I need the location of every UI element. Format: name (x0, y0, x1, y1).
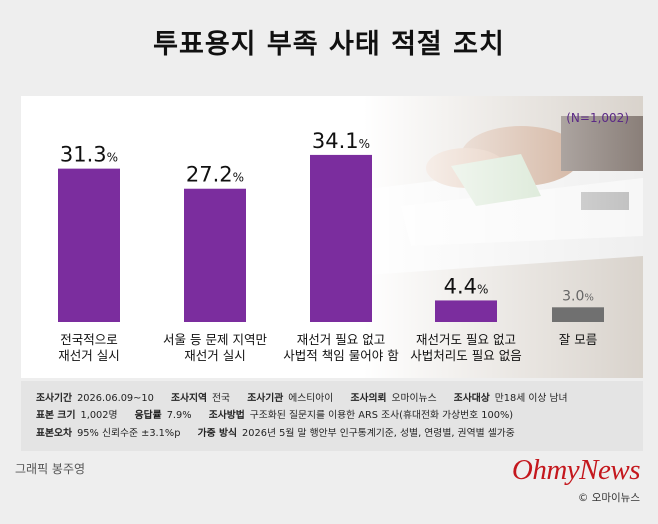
value-label-3: 34.1% (312, 129, 370, 153)
copyright-text: © 오마이뉴스 (577, 492, 640, 504)
survey-row-1: 조사기간 2026.06.09~10 조사지역 전국 조사기관 에스티아이 조사의뢰 오… (36, 393, 568, 404)
chart-title: 투표용지 부족 사태 적절 조치 (153, 29, 505, 60)
ballot-box-photo (21, 96, 643, 378)
category-label-4: 재선거도 필요 없고 사법처리도 필요 없음 (410, 332, 522, 363)
value-label-2: 27.2% (186, 163, 244, 187)
sample-size-label: (N=1,002) (566, 111, 629, 125)
value-label-1: 31.3% (60, 143, 118, 167)
graphic-credit: 그래픽 봉주영 (15, 462, 86, 476)
chart-panel: (N=1,002) 31.3% 27.2% 34.1% 4.4% 3.0% 전국적으로 … (21, 96, 643, 378)
bar-5 (552, 307, 604, 322)
value-label-5: 3.0% (562, 288, 594, 304)
category-label-3: 재선거 필요 없고 사법적 책임 물어야 함 (283, 332, 399, 363)
bar-3 (310, 154, 372, 322)
bar-chart: 31.3% 27.2% 34.1% 4.4% 3.0% (58, 129, 604, 322)
category-label-5: 잘 모름 (558, 332, 598, 347)
bar-1 (58, 168, 120, 322)
ohmynews-logo: OhmyNews (511, 454, 641, 486)
bar-2 (184, 188, 246, 322)
value-label-4: 4.4% (444, 274, 489, 298)
category-label-1: 전국적으로 재선거 실시 (58, 332, 120, 363)
survey-info-box: 조사기간 2026.06.09~10 조사지역 전국 조사기관 에스티아이 조사의뢰 오… (21, 381, 643, 451)
category-label-2: 서울 등 문제 지역만 재선거 실시 (163, 332, 267, 363)
survey-row-2: 표본 크기 1,002명 응답률 7.9% 조사방법 구조화된 질문지를 이용한 AR… (36, 410, 514, 421)
bar-4 (435, 300, 497, 322)
survey-row-3: 표본오차 95% 신뢰수준 ±3.1%p 가중 방식 2026년 5월 말 행안부 … (36, 428, 515, 439)
